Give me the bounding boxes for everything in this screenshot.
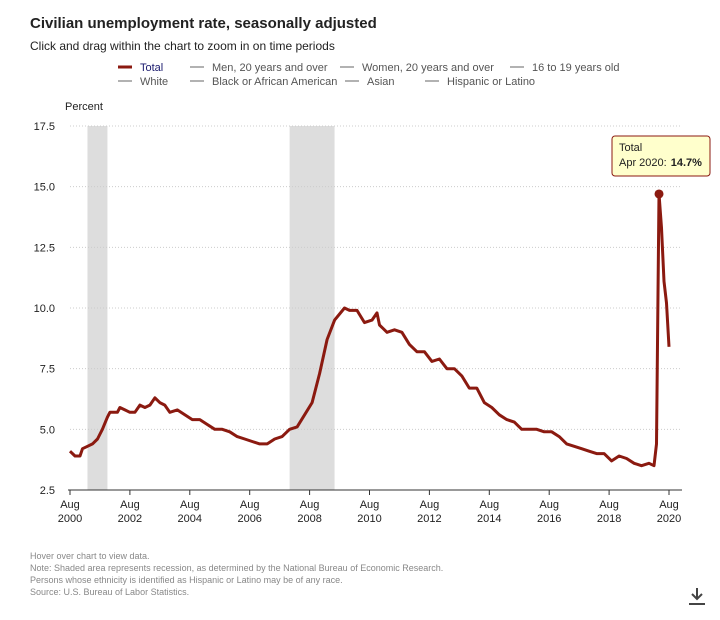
data-line [68, 192, 671, 468]
download-arrow-head [691, 593, 703, 601]
download-icon[interactable] [689, 588, 705, 605]
legend-item[interactable]: Asian [345, 76, 395, 88]
x-tick-label: Aug 2002 [118, 499, 142, 525]
legend-label: White [140, 76, 168, 88]
y-tick-label: 7.5 [40, 364, 55, 376]
legend-label: 16 to 19 years old [532, 62, 619, 74]
tooltip-body: Apr 2020: 14.7% [619, 157, 702, 169]
footnote: Persons whose ethnicity is identified as… [30, 575, 343, 585]
y-tick-label: 12.5 [34, 242, 55, 254]
legend-item[interactable]: 16 to 19 years old [510, 62, 619, 74]
x-tick-label: Aug 2008 [297, 499, 321, 525]
tooltip-date: Apr 2020: [619, 157, 667, 169]
x-tick-label: Aug 2006 [237, 499, 261, 525]
x-tick-label: Aug 2010 [357, 499, 381, 525]
y-tick-label: 15.0 [34, 182, 55, 194]
legend-label: Black or African American [212, 76, 337, 88]
highlight-point [654, 189, 664, 199]
legend-label: Hispanic or Latino [447, 76, 535, 88]
legend-label: Asian [367, 76, 395, 88]
legend-label: Men, 20 years and over [212, 62, 328, 74]
footnote: Note: Shaded area represents recession, … [30, 563, 443, 573]
legend-label: Total [140, 62, 163, 74]
chart-title: Civilian unemployment rate, seasonally a… [30, 15, 377, 32]
footnote: Hover over chart to view data. [30, 551, 150, 561]
x-tick-label: Aug 2012 [417, 499, 441, 525]
y-tick-label: 5.0 [40, 424, 55, 436]
legend-label: Women, 20 years and over [362, 62, 494, 74]
x-tick-label: Aug 2020 [657, 499, 681, 525]
legend-item[interactable]: Total [118, 62, 163, 74]
legend-item[interactable]: Women, 20 years and over [340, 62, 494, 74]
y-tick-label: 2.5 [40, 485, 55, 497]
x-tick-label: Aug 2000 [58, 499, 82, 525]
legend-item[interactable]: Hispanic or Latino [425, 76, 535, 88]
x-tick-label: Aug 2018 [597, 499, 621, 525]
x-tick-label: Aug 2016 [537, 499, 561, 525]
tooltip-box [611, 135, 711, 177]
x-tick-label: Aug 2014 [477, 499, 501, 525]
legend-item[interactable]: Black or African American [190, 76, 337, 88]
y-axis-label: Percent [65, 101, 103, 113]
chart-subtitle: Click and drag within the chart to zoom … [30, 39, 335, 53]
tooltip-value: 14.7% [671, 157, 702, 169]
legend-item[interactable]: White [118, 76, 168, 88]
legend-item[interactable]: Men, 20 years and over [190, 62, 328, 74]
footnote: Source: U.S. Bureau of Labor Statistics. [30, 587, 189, 597]
y-tick-label: 17.5 [34, 121, 55, 133]
x-tick-label: Aug 2004 [178, 499, 202, 525]
y-tick-label: 10.0 [34, 303, 55, 315]
recession-band [289, 126, 335, 490]
tooltip-title: Total [619, 142, 642, 154]
